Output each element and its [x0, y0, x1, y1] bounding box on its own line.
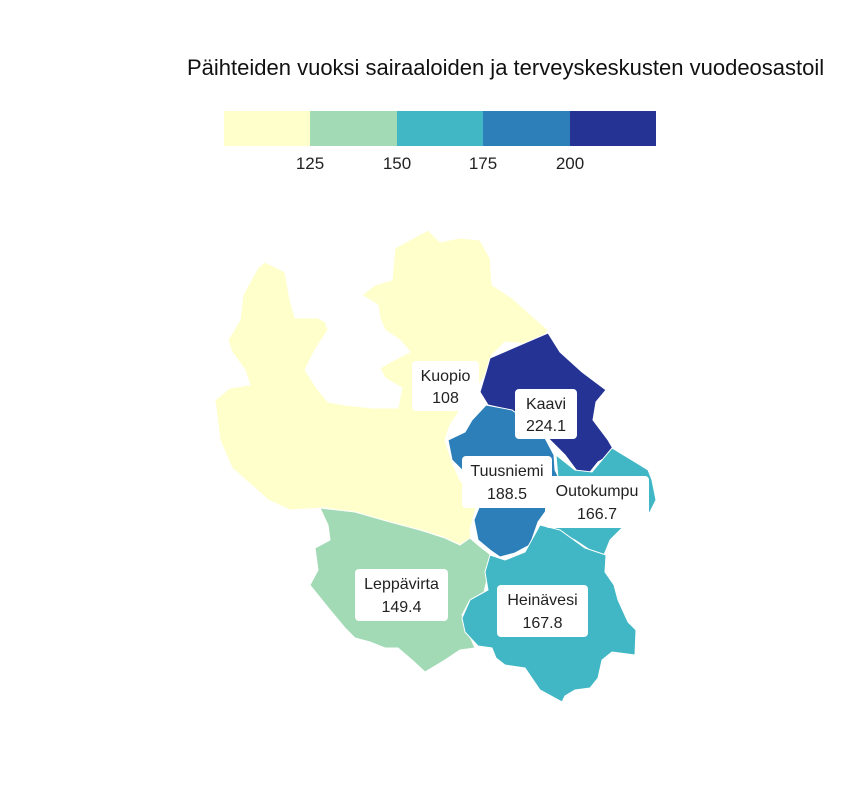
- legend-swatch-5: [569, 111, 656, 146]
- legend-swatch-3: [396, 111, 484, 146]
- map-title: Päihteiden vuoksi sairaaloiden ja tervey…: [187, 55, 825, 80]
- label-kaavi-value: 224.1: [526, 418, 566, 435]
- legend-swatch-1: [224, 111, 311, 146]
- legend-tick-175: 175: [468, 154, 498, 173]
- legend-swatch-2: [310, 111, 397, 146]
- label-leppavirta-value: 149.4: [381, 599, 421, 616]
- label-kuopio-value: 108: [432, 390, 459, 407]
- label-kuopio: Kuopio 108: [412, 361, 479, 411]
- legend-tick-150: 150: [382, 154, 412, 173]
- label-outokumpu-name: Outokumpu: [556, 483, 639, 500]
- label-kaavi: Kaavi 224.1: [515, 389, 577, 439]
- label-outokumpu-value: 166.7: [577, 506, 617, 523]
- legend-swatch-4: [483, 111, 570, 146]
- label-heinavesi-name: Heinävesi: [507, 592, 577, 609]
- label-leppavirta: Leppävirta 149.4: [355, 569, 448, 621]
- color-legend: [224, 111, 656, 146]
- label-leppavirta-name: Leppävirta: [364, 576, 439, 593]
- label-heinavesi: Heinävesi 167.8: [497, 585, 588, 637]
- legend-tick-125: 125: [295, 154, 325, 173]
- label-tuusniemi-value: 188.5: [487, 486, 527, 503]
- label-kaavi-name: Kaavi: [526, 396, 566, 413]
- label-tuusniemi: Tuusniemi 188.5: [462, 456, 552, 508]
- label-kuopio-name: Kuopio: [421, 368, 471, 385]
- legend-tick-200: 200: [555, 154, 585, 173]
- label-heinavesi-value: 167.8: [522, 615, 562, 632]
- label-outokumpu: Outokumpu 166.7: [545, 476, 649, 528]
- label-tuusniemi-name: Tuusniemi: [470, 463, 543, 480]
